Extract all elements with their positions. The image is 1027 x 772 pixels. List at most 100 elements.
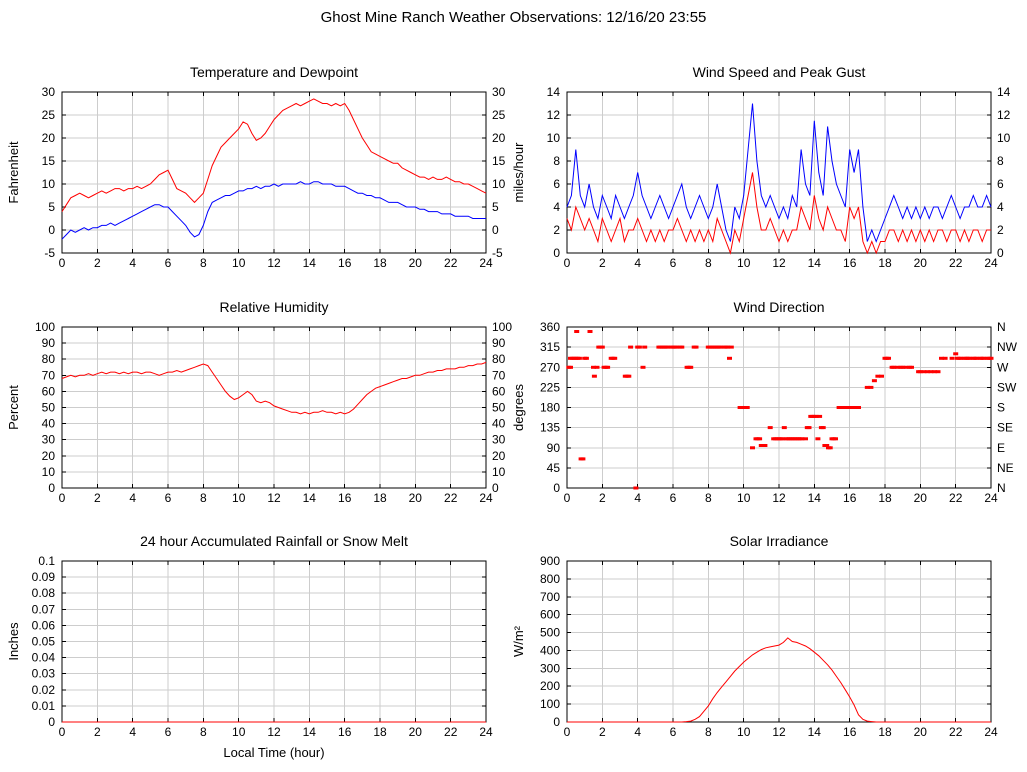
svg-text:90: 90	[547, 441, 561, 455]
svg-text:360: 360	[540, 320, 560, 334]
svg-text:24: 24	[479, 256, 493, 270]
series-direction	[566, 330, 994, 490]
svg-text:5: 5	[48, 200, 55, 214]
x-axis-label: Local Time (hour)	[223, 745, 324, 760]
svg-text:0.02: 0.02	[32, 683, 56, 697]
svg-text:4: 4	[129, 256, 136, 270]
svg-text:10: 10	[737, 491, 751, 505]
svg-text:80: 80	[492, 352, 506, 366]
svg-text:100: 100	[35, 320, 55, 334]
svg-text:25: 25	[42, 108, 56, 122]
svg-text:14: 14	[808, 725, 822, 739]
svg-text:20: 20	[914, 725, 928, 739]
svg-text:500: 500	[540, 626, 560, 640]
chart-title: Wind Direction	[733, 299, 824, 315]
svg-text:4: 4	[997, 200, 1004, 214]
svg-text:70: 70	[42, 368, 56, 382]
svg-text:8: 8	[200, 725, 207, 739]
svg-text:4: 4	[129, 725, 136, 739]
chart-title: Temperature and Dewpoint	[190, 64, 358, 80]
svg-text:90: 90	[42, 336, 56, 350]
svg-text:24: 24	[479, 725, 493, 739]
svg-text:14: 14	[303, 256, 317, 270]
svg-text:800: 800	[540, 572, 560, 586]
y-axis-label: Percent	[6, 385, 21, 430]
y-axis-label: Inches	[6, 622, 21, 661]
svg-text:5: 5	[492, 200, 499, 214]
svg-text:60: 60	[42, 384, 56, 398]
chart-relative-humidity: 0 2 4 6 8 10 12 14 16 18 20 22 24 0 0 10 10 20 20 30 30 40 40 5…	[0, 290, 522, 530]
svg-text:0: 0	[492, 223, 499, 237]
svg-text:15: 15	[42, 154, 56, 168]
solar-irradiance-plot: 0 2 4 6 8 10 12 14 16 18 20 22 240100200300400500600…	[511, 533, 998, 739]
svg-text:0: 0	[553, 715, 560, 729]
svg-text:22: 22	[949, 256, 963, 270]
svg-text:30: 30	[492, 85, 506, 99]
svg-text:10: 10	[737, 256, 751, 270]
axis-ticks	[61, 91, 487, 254]
svg-text:6: 6	[670, 256, 677, 270]
chart-title: Solar Irradiance	[730, 533, 829, 549]
svg-text:12: 12	[772, 725, 786, 739]
svg-text:16: 16	[843, 725, 857, 739]
svg-text:24: 24	[984, 491, 998, 505]
svg-text:10: 10	[232, 256, 246, 270]
svg-text:0: 0	[564, 256, 571, 270]
chart-wind-direction: 0 2 4 6 8 10 12 14 16 18 20 22 24 0 N 45 NE 90 E 135 SE 180 S 2…	[505, 290, 1027, 530]
svg-text:W: W	[997, 360, 1009, 374]
svg-text:2: 2	[553, 223, 560, 237]
svg-text:N: N	[997, 481, 1006, 495]
svg-text:0.04: 0.04	[32, 651, 56, 665]
svg-text:0.01: 0.01	[32, 699, 56, 713]
svg-text:225: 225	[540, 380, 560, 394]
svg-text:-5: -5	[492, 246, 503, 260]
chart-title: Relative Humidity	[220, 299, 329, 315]
svg-text:0: 0	[564, 725, 571, 739]
svg-text:22: 22	[444, 491, 458, 505]
svg-text:20: 20	[914, 256, 928, 270]
svg-text:22: 22	[444, 256, 458, 270]
svg-text:20: 20	[42, 131, 56, 145]
svg-text:22: 22	[949, 491, 963, 505]
rainfall-plot: 0 2 4 6 8 10 12 14 16 18 20 22 2400.010.020.030.040.…	[6, 533, 493, 760]
svg-text:12: 12	[267, 256, 281, 270]
svg-text:20: 20	[409, 725, 423, 739]
svg-text:10: 10	[42, 465, 56, 479]
svg-text:2: 2	[599, 725, 606, 739]
svg-text:14: 14	[808, 256, 822, 270]
svg-text:2: 2	[997, 223, 1004, 237]
svg-text:6: 6	[165, 256, 172, 270]
svg-text:0: 0	[59, 256, 66, 270]
svg-text:0.05: 0.05	[32, 635, 56, 649]
svg-text:16: 16	[338, 725, 352, 739]
svg-text:S: S	[997, 401, 1005, 415]
svg-text:10: 10	[737, 725, 751, 739]
svg-text:40: 40	[42, 417, 56, 431]
svg-text:10: 10	[42, 177, 56, 191]
svg-text:NE: NE	[997, 461, 1014, 475]
svg-text:0: 0	[553, 246, 560, 260]
y-axis-label: degrees	[511, 384, 526, 431]
svg-text:45: 45	[547, 461, 561, 475]
svg-text:4: 4	[634, 491, 641, 505]
svg-text:10: 10	[492, 465, 506, 479]
svg-text:80: 80	[42, 352, 56, 366]
svg-text:0: 0	[997, 246, 1004, 260]
svg-text:100: 100	[492, 320, 512, 334]
svg-text:60: 60	[492, 384, 506, 398]
svg-text:16: 16	[338, 491, 352, 505]
chart-wind-speed-gust: 0 2 4 6 8 10 12 14 16 18 20 22 24 0 0 2 2 4 4 6 6 8 8 10 10 12 12 1…	[505, 55, 1027, 295]
svg-text:0.03: 0.03	[32, 667, 56, 681]
svg-text:8: 8	[200, 491, 207, 505]
svg-text:12: 12	[772, 256, 786, 270]
y-axis-label: Fahrenheit	[6, 141, 21, 204]
svg-text:20: 20	[409, 256, 423, 270]
svg-text:20: 20	[42, 449, 56, 463]
svg-text:22: 22	[444, 725, 458, 739]
